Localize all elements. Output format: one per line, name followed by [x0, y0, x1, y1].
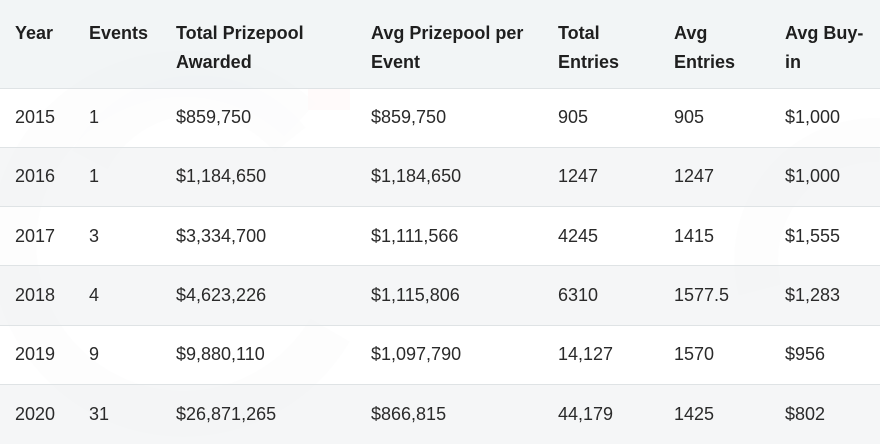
cell-year: 2015: [15, 107, 56, 128]
cell-year: 2016: [15, 166, 56, 187]
cell-events: 31: [89, 404, 110, 425]
cell-avg-buy-in: $956: [785, 344, 826, 365]
cell-avg-prizepool: $1,115,806: [371, 285, 460, 306]
cell-avg-entries: 1570: [674, 344, 715, 365]
column-header-total-prizepool: Total Prizepool Awarded: [176, 23, 304, 72]
cell-total-entries: 905: [558, 107, 589, 128]
table-row: 2015 1 $859,750 $859,750 905 905 $1,000: [0, 88, 880, 148]
cell-year: 2019: [15, 344, 56, 365]
table-row: 2019 9 $9,880,110 $1,097,790 14,127 1570…: [0, 325, 880, 385]
column-header-avg-buy-in: Avg Buy-in: [785, 23, 864, 72]
table-row: 2020 31 $26,871,265 $866,815 44,179 1425…: [0, 384, 880, 444]
cell-avg-entries: 905: [674, 107, 705, 128]
cell-events: 1: [89, 166, 100, 187]
cell-avg-prizepool: $866,815: [371, 404, 447, 425]
cell-total-entries: 6310: [558, 285, 599, 306]
column-header-events: Events: [89, 23, 149, 43]
cell-total-prizepool: $9,880,110: [176, 344, 265, 365]
cell-avg-buy-in: $1,283: [785, 285, 841, 306]
cell-avg-entries: 1247: [674, 166, 715, 187]
column-header-avg-prizepool: Avg Prizepool per Event: [371, 23, 524, 72]
cell-avg-entries: 1577.5: [674, 285, 730, 306]
cell-year: 2017: [15, 225, 56, 246]
table-header-row: Year Events Total Prizepool Awarded Avg …: [0, 0, 880, 88]
cell-avg-prizepool: $1,111,566: [371, 225, 459, 246]
cell-total-prizepool: $1,184,650: [176, 166, 267, 187]
cell-avg-buy-in: $802: [785, 404, 826, 425]
cell-avg-entries: 1415: [674, 225, 715, 246]
cell-avg-prizepool: $1,184,650: [371, 166, 462, 187]
cell-year: 2020: [15, 404, 56, 425]
cell-total-prizepool: $26,871,265: [176, 404, 277, 425]
column-header-total-entries: Total Entries: [558, 23, 620, 72]
cell-avg-entries: 1425: [674, 404, 715, 425]
cell-total-prizepool: $859,750: [176, 107, 252, 128]
table-row: 2018 4 $4,623,226 $1,115,806 6310 1577.5…: [0, 265, 880, 326]
cell-total-entries: 1247: [558, 166, 599, 187]
cell-events: 9: [89, 344, 100, 365]
cell-avg-prizepool: $1,097,790: [371, 344, 462, 365]
cell-avg-buy-in: $1,000: [785, 107, 841, 128]
cell-total-entries: 14,127: [558, 344, 614, 365]
cell-events: 1: [89, 107, 100, 128]
cell-total-entries: 44,179: [558, 404, 614, 425]
cell-avg-buy-in: $1,000: [785, 166, 841, 187]
column-header-year: Year: [15, 23, 54, 43]
cell-total-entries: 4245: [558, 225, 599, 246]
cell-year: 2018: [15, 285, 56, 306]
cell-total-prizepool: $4,623,226: [176, 285, 267, 306]
cell-avg-prizepool: $859,750: [371, 107, 447, 128]
column-header-avg-entries: Avg Entries: [674, 23, 736, 72]
cell-avg-buy-in: $1,555: [785, 225, 841, 246]
table-row: 2017 3 $3,334,700 $1,111,566 4245 1415 $…: [0, 206, 880, 266]
table-row: 2016 1 $1,184,650 $1,184,650 1247 1247 $…: [0, 147, 880, 207]
cell-events: 3: [89, 225, 100, 246]
cell-events: 4: [89, 285, 100, 306]
cell-total-prizepool: $3,334,700: [176, 225, 267, 246]
